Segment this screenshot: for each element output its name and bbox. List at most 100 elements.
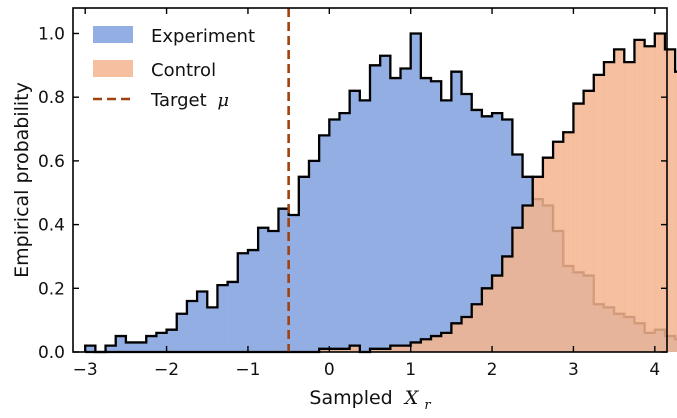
bar-control-58 — [675, 71, 677, 352]
bar-control-34 — [431, 336, 442, 352]
legend-label-target-text: Target — [150, 90, 207, 111]
bar-control-53 — [624, 62, 635, 353]
x-axis-title-subscript: r — [424, 398, 431, 413]
y-tick-label: 0.6 — [38, 152, 65, 172]
bar-control-48 — [573, 103, 584, 352]
bar-experiment-4 — [125, 342, 137, 352]
bar-control-54 — [634, 39, 645, 352]
bar-control-50 — [593, 74, 605, 352]
bar-experiment-29 — [380, 55, 391, 353]
legend: Experiment Control Target μ — [93, 26, 255, 111]
bar-experiment-13 — [217, 285, 228, 352]
bar-control-57 — [664, 49, 676, 352]
bar-experiment-31 — [400, 68, 411, 352]
bar-experiment-40 — [492, 113, 503, 352]
bar-experiment-20 — [288, 215, 300, 352]
bar-control-52 — [614, 49, 625, 352]
bar-experiment-0 — [85, 345, 96, 352]
y-tick-label: 1.0 — [38, 24, 65, 44]
legend-label-control: Control — [151, 60, 216, 81]
bar-experiment-6 — [146, 336, 157, 352]
bar-control-28 — [370, 348, 381, 352]
bar-control-39 — [481, 288, 493, 352]
bar-experiment-3 — [115, 336, 127, 352]
ticks-layer: −3 −2 −1 0 1 2 3 4 0.0 0.2 0.4 0.6 0.8 1.0 — [38, 8, 667, 380]
bar-control-33 — [420, 339, 432, 352]
bar-experiment-41 — [502, 119, 513, 353]
y-tick-label: 0.8 — [38, 88, 65, 108]
bar-control-44 — [532, 176, 544, 352]
bar-experiment-18 — [268, 230, 279, 352]
bar-control-43 — [522, 205, 534, 352]
bar-experiment-35 — [441, 100, 452, 353]
bar-experiment-26 — [349, 90, 361, 352]
histogram-layer — [84, 32, 677, 354]
bar-experiment-23 — [319, 135, 330, 352]
x-tick-label: 3 — [568, 360, 579, 380]
y-tick-label: 0.0 — [38, 343, 65, 363]
bar-experiment-10 — [186, 301, 198, 352]
bar-experiment-27 — [359, 100, 371, 353]
bar-control-24 — [329, 348, 340, 352]
bar-experiment-14 — [227, 281, 239, 352]
bar-experiment-28 — [370, 65, 381, 352]
x-tick-label: −3 — [73, 360, 98, 380]
bar-control-32 — [410, 342, 422, 352]
bar-experiment-24 — [329, 119, 340, 353]
bar-experiment-19 — [278, 208, 289, 352]
bar-experiment-32 — [410, 33, 422, 353]
bar-control-29 — [380, 348, 391, 352]
x-axis-title-symbol: X — [403, 387, 420, 409]
bar-experiment-11 — [197, 291, 208, 352]
y-tick-label: 0.2 — [38, 279, 65, 299]
bar-control-30 — [390, 345, 401, 352]
legend-swatch-experiment — [93, 26, 133, 43]
bar-experiment-17 — [258, 227, 269, 352]
plot-frame — [72, 7, 668, 353]
bar-control-38 — [471, 304, 483, 352]
outline-control — [85, 32, 677, 354]
x-tick-label: −2 — [154, 360, 179, 380]
bar-experiment-16 — [247, 250, 259, 352]
bar-control-37 — [461, 316, 473, 352]
bar-control-40 — [492, 275, 503, 352]
x-tick-label: 4 — [649, 360, 660, 380]
x-axis-title-text: Sampled — [309, 387, 392, 409]
bar-control-47 — [563, 132, 574, 352]
legend-label-experiment: Experiment — [151, 26, 255, 47]
bar-experiment-36 — [451, 71, 462, 352]
bar-control-23 — [319, 348, 330, 352]
bar-experiment-30 — [390, 78, 401, 353]
bar-experiment-22 — [308, 160, 320, 352]
bar-control-56 — [654, 33, 666, 353]
bar-control-35 — [441, 332, 452, 352]
bar-experiment-37 — [461, 94, 473, 352]
bar-control-31 — [400, 345, 411, 352]
bar-experiment-7 — [156, 332, 167, 352]
y-tick-label: 0.4 — [38, 216, 65, 236]
legend-label-target-symbol: μ — [217, 90, 229, 111]
bar-experiment-12 — [207, 307, 218, 352]
bar-control-55 — [644, 46, 656, 352]
bar-experiment-38 — [471, 109, 483, 352]
bar-control-51 — [603, 62, 615, 353]
bar-control-45 — [542, 157, 554, 352]
bar-control-25 — [339, 348, 350, 352]
bar-control-36 — [451, 323, 462, 352]
bar-experiment-25 — [339, 113, 350, 352]
x-tick-label: 2 — [487, 360, 498, 380]
y-axis-title: Empirical probability — [11, 82, 33, 278]
x-tick-label: 1 — [405, 360, 416, 380]
x-tick-label: −1 — [235, 360, 260, 380]
bar-control-46 — [553, 141, 564, 352]
bar-experiment-9 — [176, 313, 188, 352]
bar-experiment-33 — [420, 78, 432, 353]
bar-control-42 — [512, 227, 523, 352]
bar-experiment-5 — [136, 342, 147, 352]
x-tick-label: 0 — [324, 360, 335, 380]
bar-experiment-39 — [481, 116, 493, 352]
legend-label-target: Target μ — [150, 90, 229, 111]
bar-control-41 — [502, 256, 513, 352]
bar-experiment-8 — [166, 329, 178, 352]
